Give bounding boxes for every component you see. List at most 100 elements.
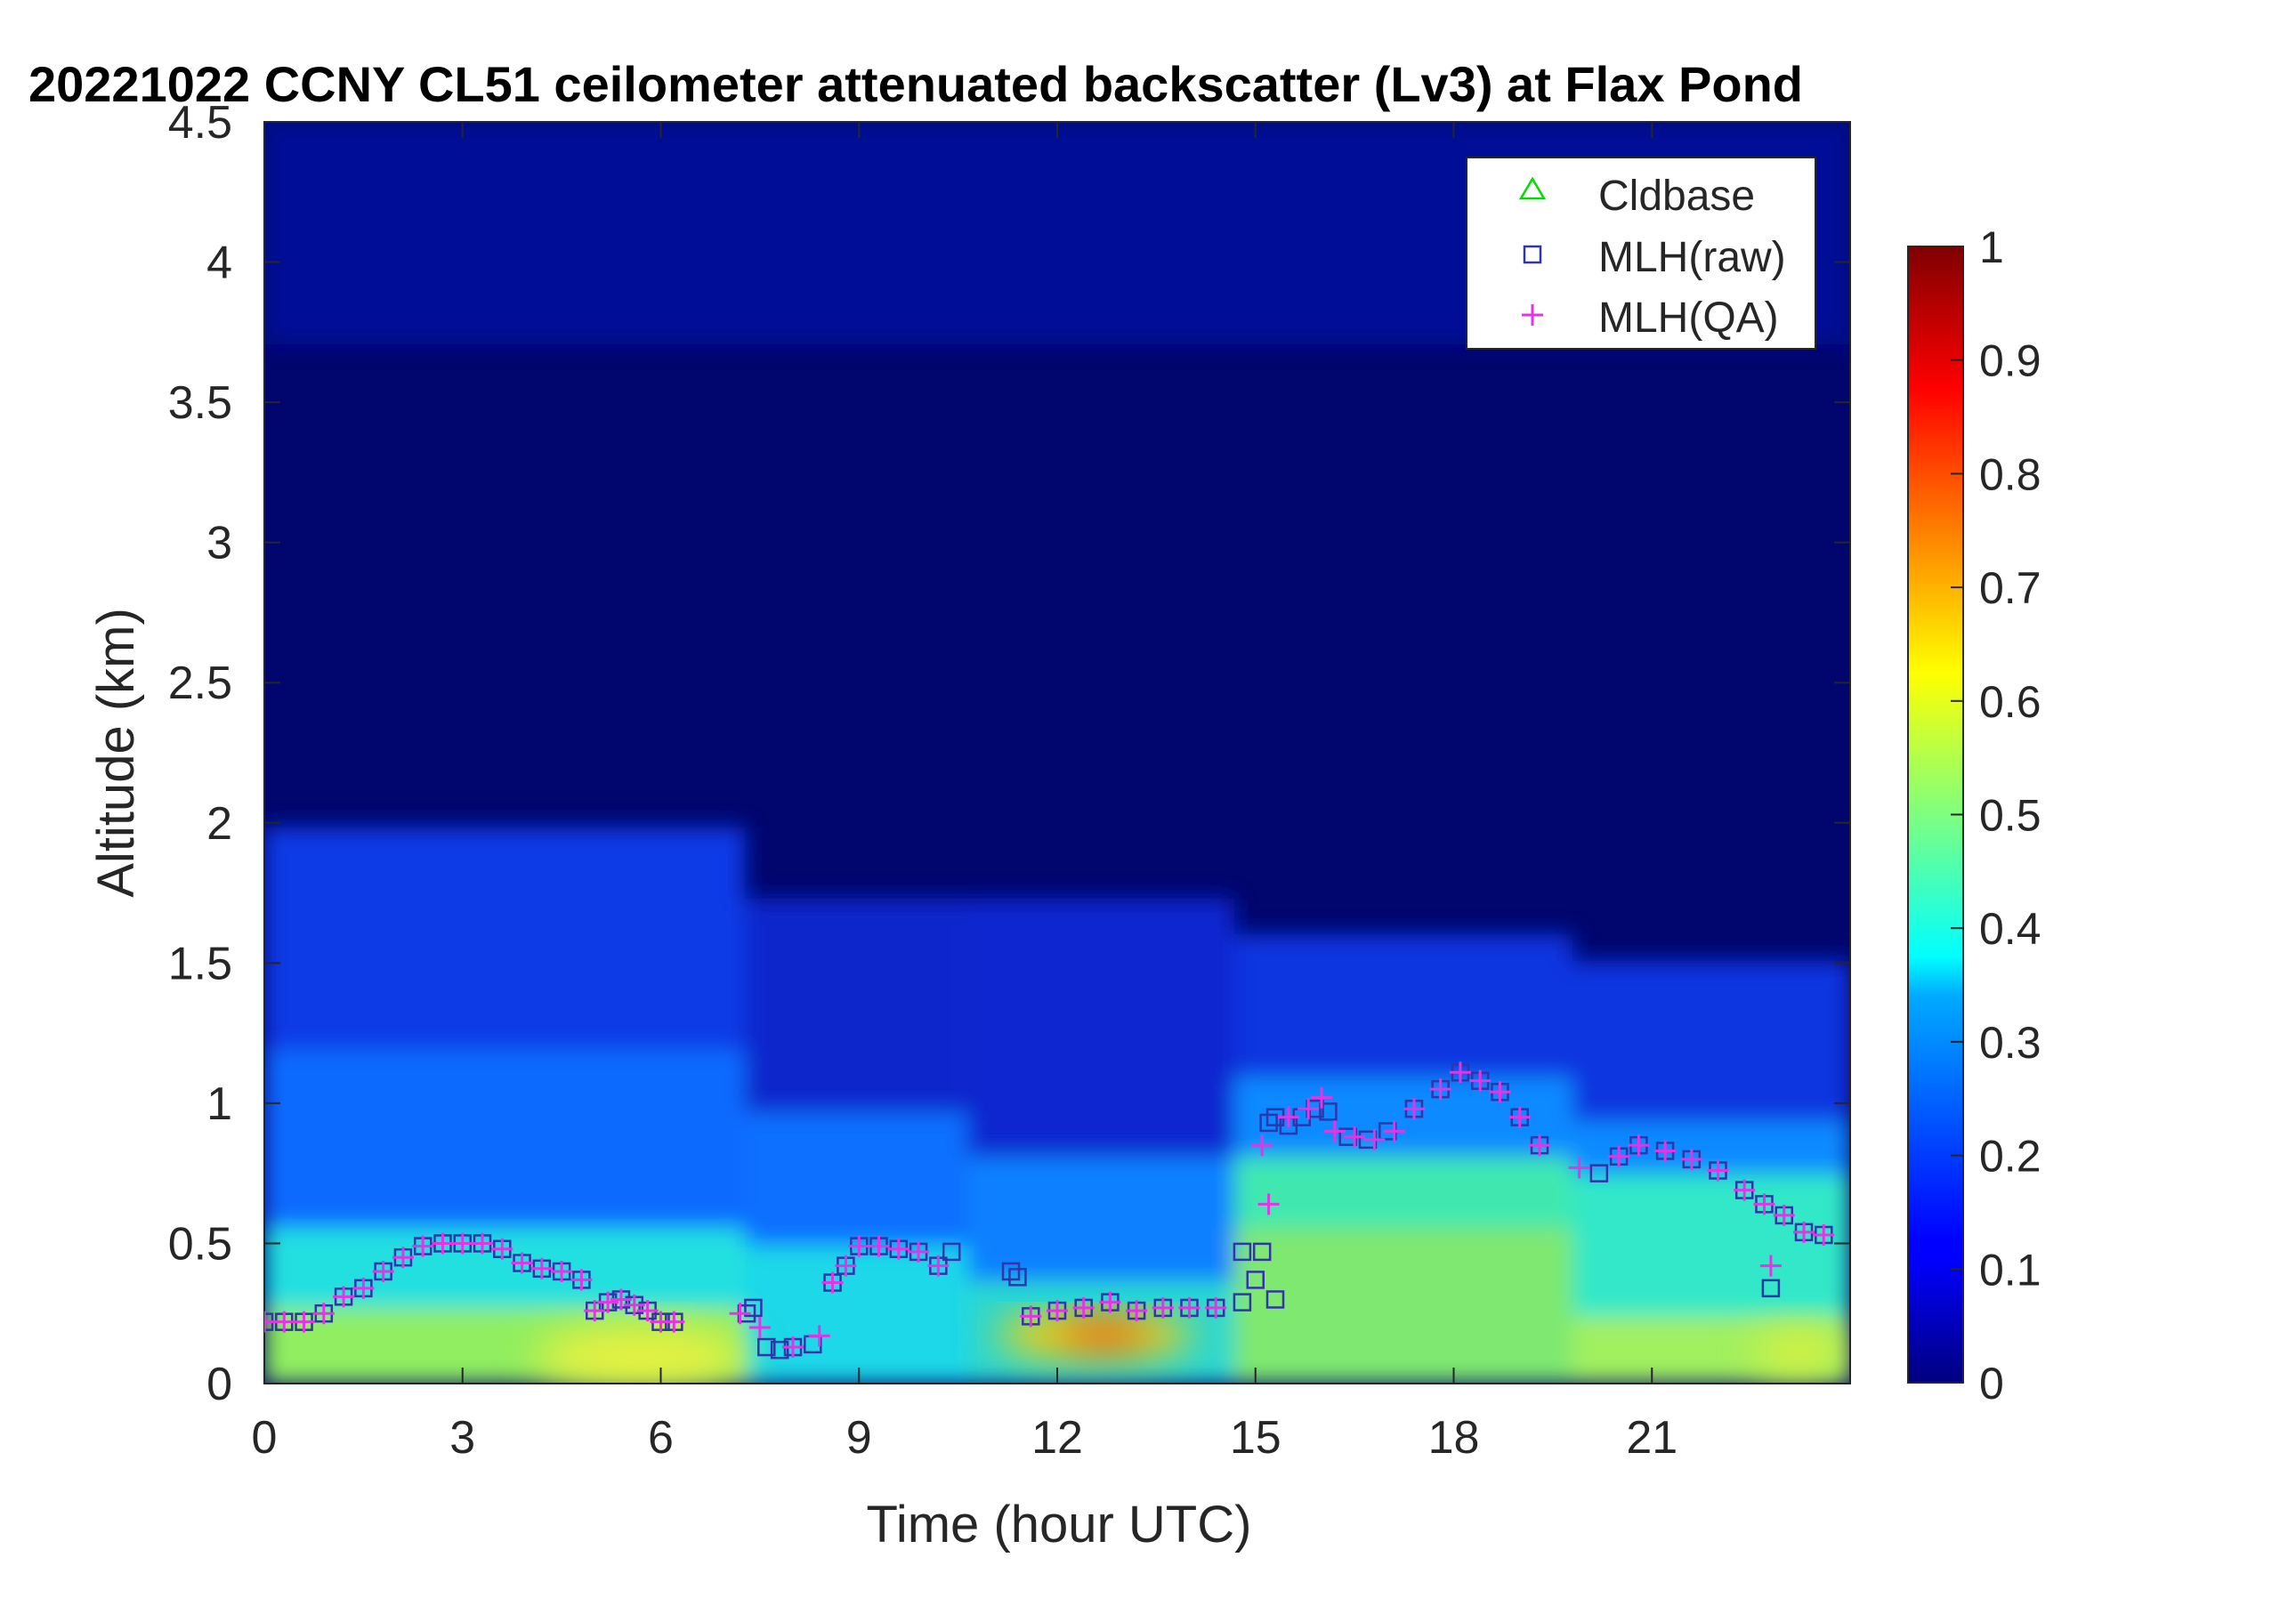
colorbar-tick-label: 0.5 bbox=[1979, 791, 2041, 841]
mlh-qa-point bbox=[312, 1303, 335, 1325]
mlh-qa-point bbox=[1311, 1086, 1332, 1109]
mlh-qa-point bbox=[623, 1294, 645, 1316]
mlh-qa-point bbox=[729, 1303, 751, 1325]
mlh-raw-point bbox=[1252, 1242, 1272, 1262]
mlh-qa-point bbox=[1680, 1148, 1702, 1170]
legend-marker-mlh-raw bbox=[1523, 245, 1542, 264]
y-tick-label: 4 bbox=[206, 238, 232, 289]
mlh-raw-point bbox=[1265, 1290, 1285, 1309]
mlh-qa-markers bbox=[264, 1061, 1835, 1359]
x-axis: 0 3 6 9 12 15 18 21 bbox=[252, 122, 1678, 1464]
x-tick-label: 15 bbox=[1230, 1412, 1281, 1464]
mlh-raw-point bbox=[1761, 1279, 1781, 1298]
mlh-raw-point bbox=[1008, 1268, 1027, 1287]
mlh-qa-point bbox=[663, 1311, 685, 1333]
mlh-qa-point bbox=[570, 1269, 593, 1291]
legend-label-mlh-raw: MLH(raw) bbox=[1598, 234, 1786, 281]
mlh-qa-point bbox=[412, 1235, 434, 1257]
mlh-qa-point bbox=[1383, 1120, 1405, 1142]
mlh-raw-point bbox=[757, 1337, 776, 1357]
legend-label-cldbase: Cldbase bbox=[1598, 173, 1755, 220]
mlh-qa-point bbox=[372, 1260, 394, 1282]
x-tick-label: 0 bbox=[252, 1412, 278, 1464]
colorbar-tick-label: 0.9 bbox=[1979, 336, 2041, 386]
mlh-qa-point bbox=[808, 1325, 830, 1347]
x-axis-label: Time (hour UTC) bbox=[867, 1496, 1252, 1554]
mlh-qa-point bbox=[782, 1336, 804, 1359]
colorbar-tick-label: 0.6 bbox=[1979, 677, 2041, 727]
y-tick-label: 3 bbox=[206, 518, 232, 569]
mlh-qa-point bbox=[451, 1232, 473, 1255]
mlh-qa-point bbox=[584, 1300, 606, 1322]
mlh-raw-point bbox=[1246, 1271, 1265, 1289]
mlh-qa-point bbox=[1099, 1291, 1121, 1313]
mlh-qa-point bbox=[835, 1255, 857, 1277]
mlh-raw-point bbox=[942, 1242, 961, 1262]
mlh-qa-point bbox=[1126, 1300, 1148, 1322]
mlh-qa-point bbox=[868, 1235, 890, 1257]
mlh-qa-point bbox=[848, 1235, 870, 1257]
x-tick-label: 3 bbox=[449, 1412, 475, 1464]
y-tick-label: 2.5 bbox=[168, 658, 232, 709]
mlh-qa-point bbox=[610, 1288, 632, 1311]
mlh-qa-point bbox=[1178, 1296, 1201, 1319]
mlh-raw-point bbox=[1319, 1102, 1338, 1121]
mlh-raw-point bbox=[770, 1340, 789, 1360]
mlh-qa-point bbox=[1469, 1069, 1492, 1092]
y-tick-label: 2 bbox=[206, 798, 232, 850]
colorbar: 0 0.1 0.2 0.3 0.4 0.5 0.6 0.7 0.8 0.9 1 bbox=[1907, 222, 2041, 1408]
mlh-qa-point bbox=[264, 1311, 275, 1333]
mlh-qa-point bbox=[273, 1311, 295, 1333]
mlh-qa-point bbox=[1734, 1179, 1756, 1201]
mlh-qa-point bbox=[1608, 1145, 1630, 1167]
mlh-qa-point bbox=[1072, 1296, 1095, 1319]
mlh-qa-point bbox=[1429, 1078, 1451, 1101]
mlh-qa-point bbox=[887, 1238, 910, 1260]
mlh-raw-point bbox=[1001, 1262, 1021, 1281]
colorbar-tick-label: 1 bbox=[1979, 222, 2004, 272]
y-tick-label: 1.5 bbox=[168, 938, 232, 989]
legend-marker-mlh-qa bbox=[1522, 304, 1543, 326]
x-tick-label: 12 bbox=[1031, 1412, 1083, 1464]
mlh-qa-point bbox=[748, 1316, 771, 1338]
colorbar-tick-label: 0.4 bbox=[1979, 904, 2041, 954]
mlh-qa-point bbox=[1323, 1120, 1346, 1142]
chart-title: 20221022 CCNY CL51 ceilometer attenuated… bbox=[28, 56, 1803, 112]
mlh-raw-point bbox=[744, 1298, 763, 1318]
mlh-qa-point bbox=[1707, 1159, 1729, 1182]
mlh-qa-point bbox=[1047, 1300, 1068, 1322]
mlh-qa-point bbox=[1205, 1296, 1227, 1319]
legend: Cldbase MLH(raw) MLH(QA) bbox=[1466, 157, 1816, 350]
y-tick-label: 1 bbox=[206, 1078, 232, 1130]
colorbar-tick-label: 0.3 bbox=[1979, 1018, 2041, 1068]
mlh-qa-point bbox=[1403, 1098, 1425, 1120]
colorbar-tick-label: 0.2 bbox=[1979, 1132, 2041, 1182]
mlh-qa-point bbox=[1753, 1193, 1775, 1215]
legend-marker-cldbase bbox=[1518, 176, 1547, 200]
mlh-qa-point bbox=[1257, 1193, 1280, 1215]
mlh-qa-point bbox=[1020, 1305, 1042, 1328]
y-tick-label: 0.5 bbox=[168, 1218, 232, 1270]
mlh-qa-point bbox=[530, 1257, 553, 1279]
colorbar-tick-label: 0.8 bbox=[1979, 449, 2041, 499]
mlh-qa-point bbox=[432, 1232, 454, 1255]
colorbar-tick-label: 0.1 bbox=[1979, 1245, 2041, 1295]
mlh-qa-point bbox=[352, 1277, 375, 1299]
y-tick-label: 0 bbox=[206, 1359, 232, 1410]
mlh-qa-point bbox=[392, 1247, 414, 1269]
y-tick-label: 4.5 bbox=[168, 97, 232, 149]
mlh-qa-point bbox=[1363, 1128, 1386, 1150]
mlh-qa-point bbox=[1568, 1157, 1590, 1179]
mlh-qa-point bbox=[1489, 1081, 1511, 1103]
mlh-raw-point bbox=[1259, 1113, 1278, 1133]
mlh-qa-point bbox=[1773, 1204, 1795, 1226]
y-axis: 0 0.5 1 1.5 2 2.5 3 3.5 4 4.5 bbox=[168, 97, 1850, 1410]
mlh-qa-point bbox=[551, 1260, 573, 1282]
mlh-qa-point bbox=[333, 1286, 355, 1308]
mlh-raw-point bbox=[1233, 1242, 1252, 1262]
mlh-qa-point bbox=[511, 1252, 533, 1274]
mlh-qa-point bbox=[1344, 1126, 1366, 1148]
y-axis-label: Altitude (km) bbox=[87, 608, 145, 898]
